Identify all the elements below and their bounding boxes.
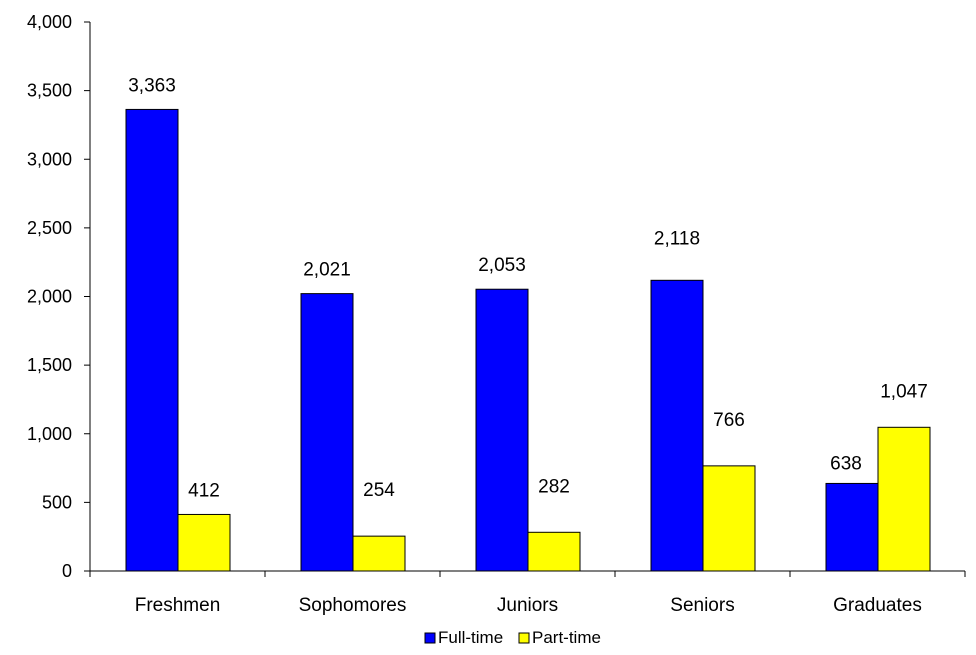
data-label: 412 xyxy=(188,480,220,501)
legend-label: Full-time xyxy=(438,628,503,647)
x-category-label: Juniors xyxy=(497,595,558,616)
bar-full-time-freshmen xyxy=(125,108,179,572)
bar-part-time-juniors xyxy=(527,531,581,572)
x-category-label: Freshmen xyxy=(135,595,221,616)
y-tick-label: 2,000 xyxy=(27,287,72,307)
data-label: 2,118 xyxy=(654,228,700,249)
y-tick-label: 2,500 xyxy=(27,218,72,238)
data-labels: 3,363 2,021 2,053 2,118 638 412 254 282 766 1,047 xyxy=(128,75,928,501)
y-tick-label: 3,000 xyxy=(27,149,72,169)
x-category-label: Seniors xyxy=(670,595,734,616)
y-tick-label: 4,000 xyxy=(27,12,72,32)
data-label: 2,053 xyxy=(478,255,526,276)
data-label: 2,021 xyxy=(303,260,351,281)
y-tick-label: 500 xyxy=(42,492,72,512)
data-label: 254 xyxy=(363,480,395,501)
bar-full-time-graduates xyxy=(825,482,879,572)
bars xyxy=(125,108,931,572)
bar-part-time-graduates xyxy=(877,426,931,572)
bar-full-time-seniors xyxy=(650,279,704,572)
bar-full-time-juniors xyxy=(475,288,529,572)
legend-swatch xyxy=(518,632,530,644)
x-category-label: Graduates xyxy=(833,595,922,616)
bar-part-time-sophomores xyxy=(352,535,406,572)
legend-item-part-time: Part-time xyxy=(518,628,601,647)
y-tick-label: 0 xyxy=(62,561,72,581)
data-label: 282 xyxy=(538,476,570,497)
data-label: 1,047 xyxy=(880,381,928,402)
data-label: 3,363 xyxy=(128,75,176,96)
bar-part-time-freshmen xyxy=(177,513,231,572)
y-tick-label: 3,500 xyxy=(27,81,72,101)
data-label: 638 xyxy=(830,453,862,474)
legend: Full-time Part-time xyxy=(424,628,601,647)
bar-part-time-seniors xyxy=(702,465,756,572)
legend-swatch xyxy=(424,632,436,644)
x-category-label: Sophomores xyxy=(299,595,407,616)
axes: 0 500 1,000 1,500 2,000 2,500 3,000 3,500 4,000 F… xyxy=(27,12,966,616)
data-label: 766 xyxy=(713,410,745,431)
y-tick-label: 1,000 xyxy=(27,424,72,444)
legend-item-full-time: Full-time xyxy=(424,628,503,647)
legend-label: Part-time xyxy=(532,628,601,647)
bar-full-time-sophomores xyxy=(300,293,354,572)
y-tick-label: 1,500 xyxy=(27,355,72,375)
